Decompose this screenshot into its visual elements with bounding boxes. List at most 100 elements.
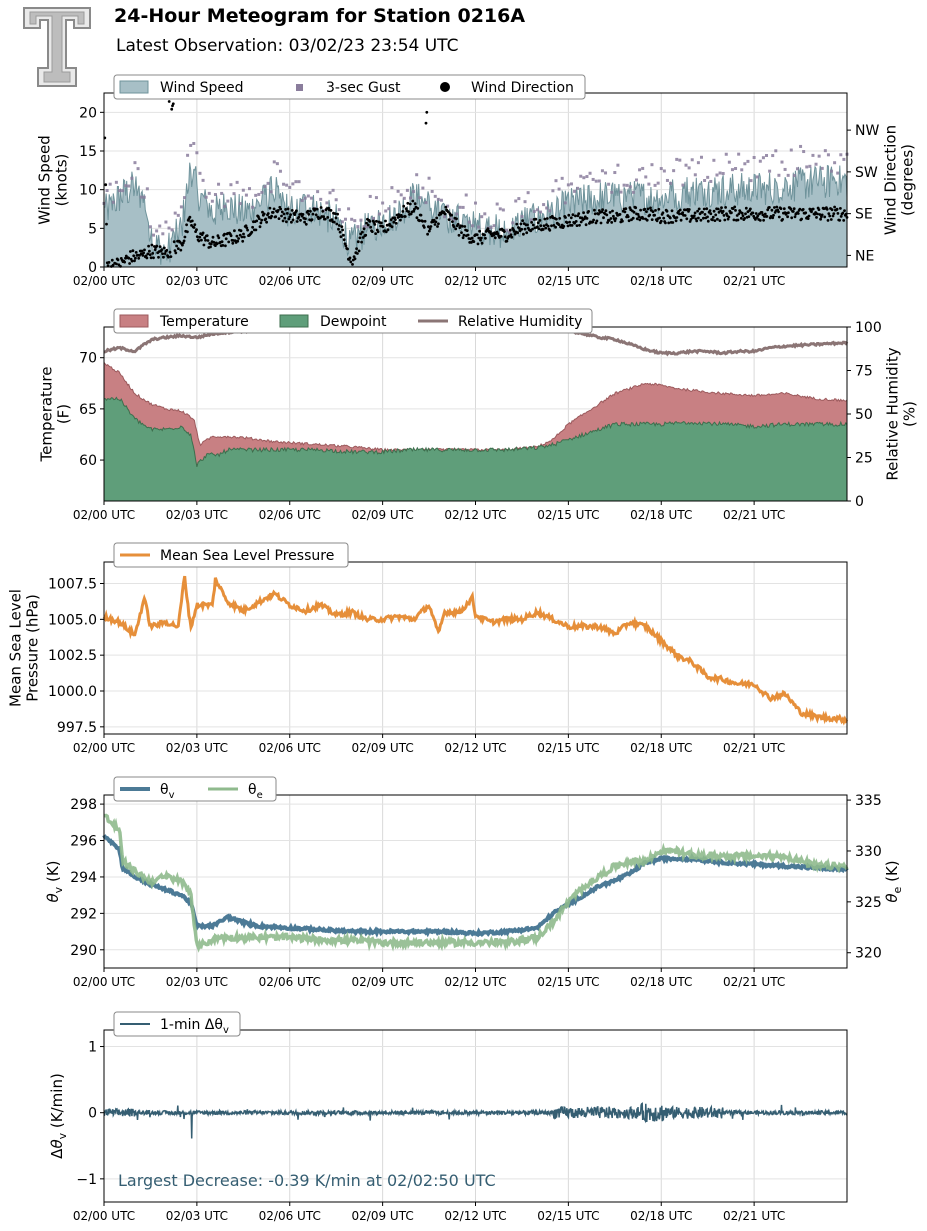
- wind-direction-point: [648, 213, 652, 217]
- wind-direction-point: [242, 235, 246, 239]
- wind-direction-point: [558, 217, 562, 220]
- wind-direction-point: [718, 219, 722, 223]
- wind-direction-point: [128, 262, 132, 265]
- wind-direction-point: [299, 218, 302, 222]
- wind-direction-point: [251, 225, 255, 229]
- x-tick-label: 02/15 UTC: [537, 274, 599, 288]
- wind-direction-point: [773, 206, 776, 209]
- wind-direction-point: [685, 217, 689, 221]
- gust-marker: [613, 171, 617, 175]
- x-tick-label: 02/18 UTC: [630, 741, 692, 755]
- gust-marker: [560, 176, 564, 180]
- wind-direction-point: [516, 231, 519, 235]
- wind-direction-point: [433, 223, 437, 226]
- wind-direction-point: [709, 212, 713, 216]
- gust-marker: [182, 196, 186, 200]
- wind-direction-point: [747, 215, 751, 219]
- wind-direction-point: [580, 216, 584, 220]
- wind-direction-point: [171, 102, 175, 106]
- wind-direction-point: [404, 207, 408, 211]
- wind-direction-point: [352, 255, 356, 258]
- theta-e-axis-label: θe (K): [883, 860, 904, 902]
- wind-direction-point: [224, 237, 228, 241]
- wind-direction-point: [374, 232, 377, 236]
- y-tick-label: 70: [79, 351, 97, 367]
- wind-direction-point: [727, 215, 731, 219]
- wind-direction-point: [574, 220, 578, 223]
- wind-direction-point: [242, 232, 245, 236]
- gust-marker: [573, 189, 577, 193]
- wind-direction-point: [595, 219, 599, 223]
- wind-direction-point: [227, 240, 231, 244]
- wind-direction-point: [599, 221, 603, 225]
- wind-direction-point: [463, 225, 467, 228]
- theta-e-axis-text: θe (K): [883, 860, 904, 902]
- wind-direction-point: [197, 239, 201, 243]
- wind-direction-point: [427, 225, 430, 229]
- wind-direction-point: [236, 239, 240, 243]
- wind-direction-point: [206, 239, 210, 242]
- temperature-axis-label-line: (F): [55, 404, 73, 424]
- wind-direction-point: [142, 251, 146, 255]
- temperature-legend-label: Dewpoint: [320, 314, 387, 330]
- wind-direction-point: [221, 244, 225, 247]
- x-tick-label: 02/15 UTC: [537, 508, 599, 522]
- gust-marker: [631, 190, 635, 194]
- wind-direction-point: [712, 209, 716, 213]
- wind-direction-point: [369, 225, 373, 229]
- wind-direction-point: [670, 209, 674, 213]
- wind-direction-point: [311, 212, 315, 216]
- wind-direction-point: [137, 256, 141, 260]
- gust-marker: [316, 190, 320, 194]
- wind-direction-point: [790, 216, 794, 220]
- wind-direction-point: [277, 217, 281, 221]
- gust-marker: [563, 201, 567, 205]
- gust-marker: [805, 165, 809, 169]
- gust-marker: [387, 207, 391, 211]
- wind-direction-point: [389, 218, 393, 222]
- dtheta-axis-label: Δθv (K/min): [48, 1073, 69, 1159]
- wind-direction-point: [505, 239, 509, 243]
- y-tick-label: 1002.5: [48, 648, 97, 664]
- wind-direction-point: [261, 210, 264, 214]
- wind-direction-point: [543, 217, 547, 221]
- wind-direction-point: [360, 240, 363, 244]
- wind-direction-point: [782, 207, 786, 211]
- wind-direction-point: [667, 221, 671, 225]
- wind-direction-point: [297, 215, 301, 219]
- wind-direction-point: [146, 252, 150, 256]
- x-tick-label: 02/15 UTC: [537, 741, 599, 755]
- wind-direction-point: [421, 219, 425, 223]
- gust-marker: [235, 180, 239, 184]
- wind-direction-point: [186, 230, 189, 234]
- wind-direction-point: [217, 236, 221, 240]
- wind-direction-point: [711, 215, 715, 219]
- wind-direction-point: [678, 208, 682, 212]
- x-tick-label: 02/21 UTC: [723, 508, 785, 522]
- wind-direction-point: [659, 219, 663, 223]
- gust-marker: [749, 179, 753, 183]
- gust-marker: [275, 162, 279, 166]
- wind-direction-point: [798, 207, 802, 211]
- wind-direction-point: [694, 217, 698, 221]
- wind-direction-point: [209, 242, 213, 246]
- wind-direction-point: [384, 230, 388, 234]
- wind-direction-point: [835, 207, 839, 211]
- wind-direction-point: [658, 216, 661, 220]
- y-tick-label: 294: [70, 870, 97, 886]
- wind-direction-point: [428, 227, 432, 231]
- wind-direction-point: [185, 223, 189, 227]
- gust-marker: [569, 182, 573, 186]
- wind-direction-point: [479, 236, 483, 240]
- wind-direction-point: [400, 215, 404, 219]
- wind-direction-point: [539, 224, 543, 228]
- wind-direction-point: [781, 218, 784, 221]
- gust-marker: [300, 199, 304, 203]
- wind-direction-point: [681, 211, 685, 215]
- gust-marker: [121, 189, 125, 193]
- x-tick-label: 02/06 UTC: [259, 975, 321, 989]
- wind-direction-point: [703, 213, 707, 216]
- wind-direction-point: [167, 100, 171, 103]
- gust-marker: [508, 230, 512, 234]
- x-tick-label: 02/06 UTC: [259, 508, 321, 522]
